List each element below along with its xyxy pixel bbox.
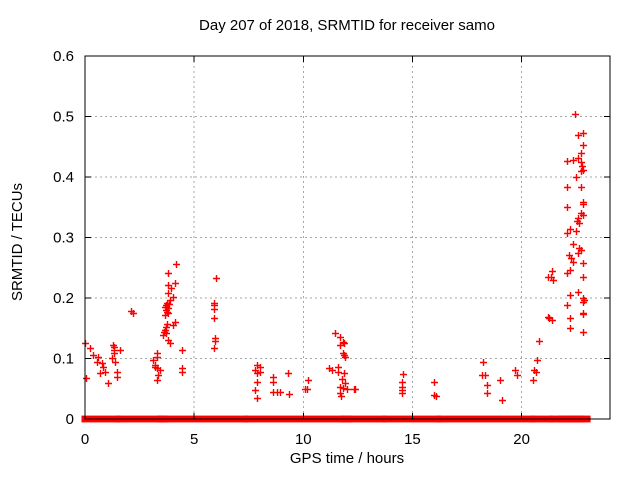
y-tick-label: 0.1	[53, 351, 74, 368]
x-tick-label: 20	[513, 431, 530, 448]
y-tick-label: 0.3	[53, 230, 74, 247]
axes-border-and-ticks	[84, 55, 611, 420]
x-tick-label: 15	[404, 431, 421, 448]
tick-labels: 0 5 10 15 20 0 0.1 0.2 0.3 0.4 0.5 0.6	[53, 48, 530, 448]
chart-title: Day 207 of 2018, SRMTID for receiver sam…	[199, 17, 495, 34]
grid-lines	[85, 56, 610, 419]
y-tick-label: 0.2	[53, 290, 74, 307]
y-tick-label: 0	[66, 411, 74, 428]
y-tick-label: 0.4	[53, 169, 74, 186]
x-tick-label: 10	[295, 431, 312, 448]
x-tick-label: 5	[190, 431, 198, 448]
x-axis-label: GPS time / hours	[290, 450, 404, 467]
y-tick-label: 0.5	[53, 109, 74, 126]
x-tick-label: 0	[81, 431, 89, 448]
y-axis-label: SRMTID / TECUs	[9, 183, 26, 301]
y-tick-label: 0.6	[53, 48, 74, 65]
scatter-points	[81, 111, 591, 423]
